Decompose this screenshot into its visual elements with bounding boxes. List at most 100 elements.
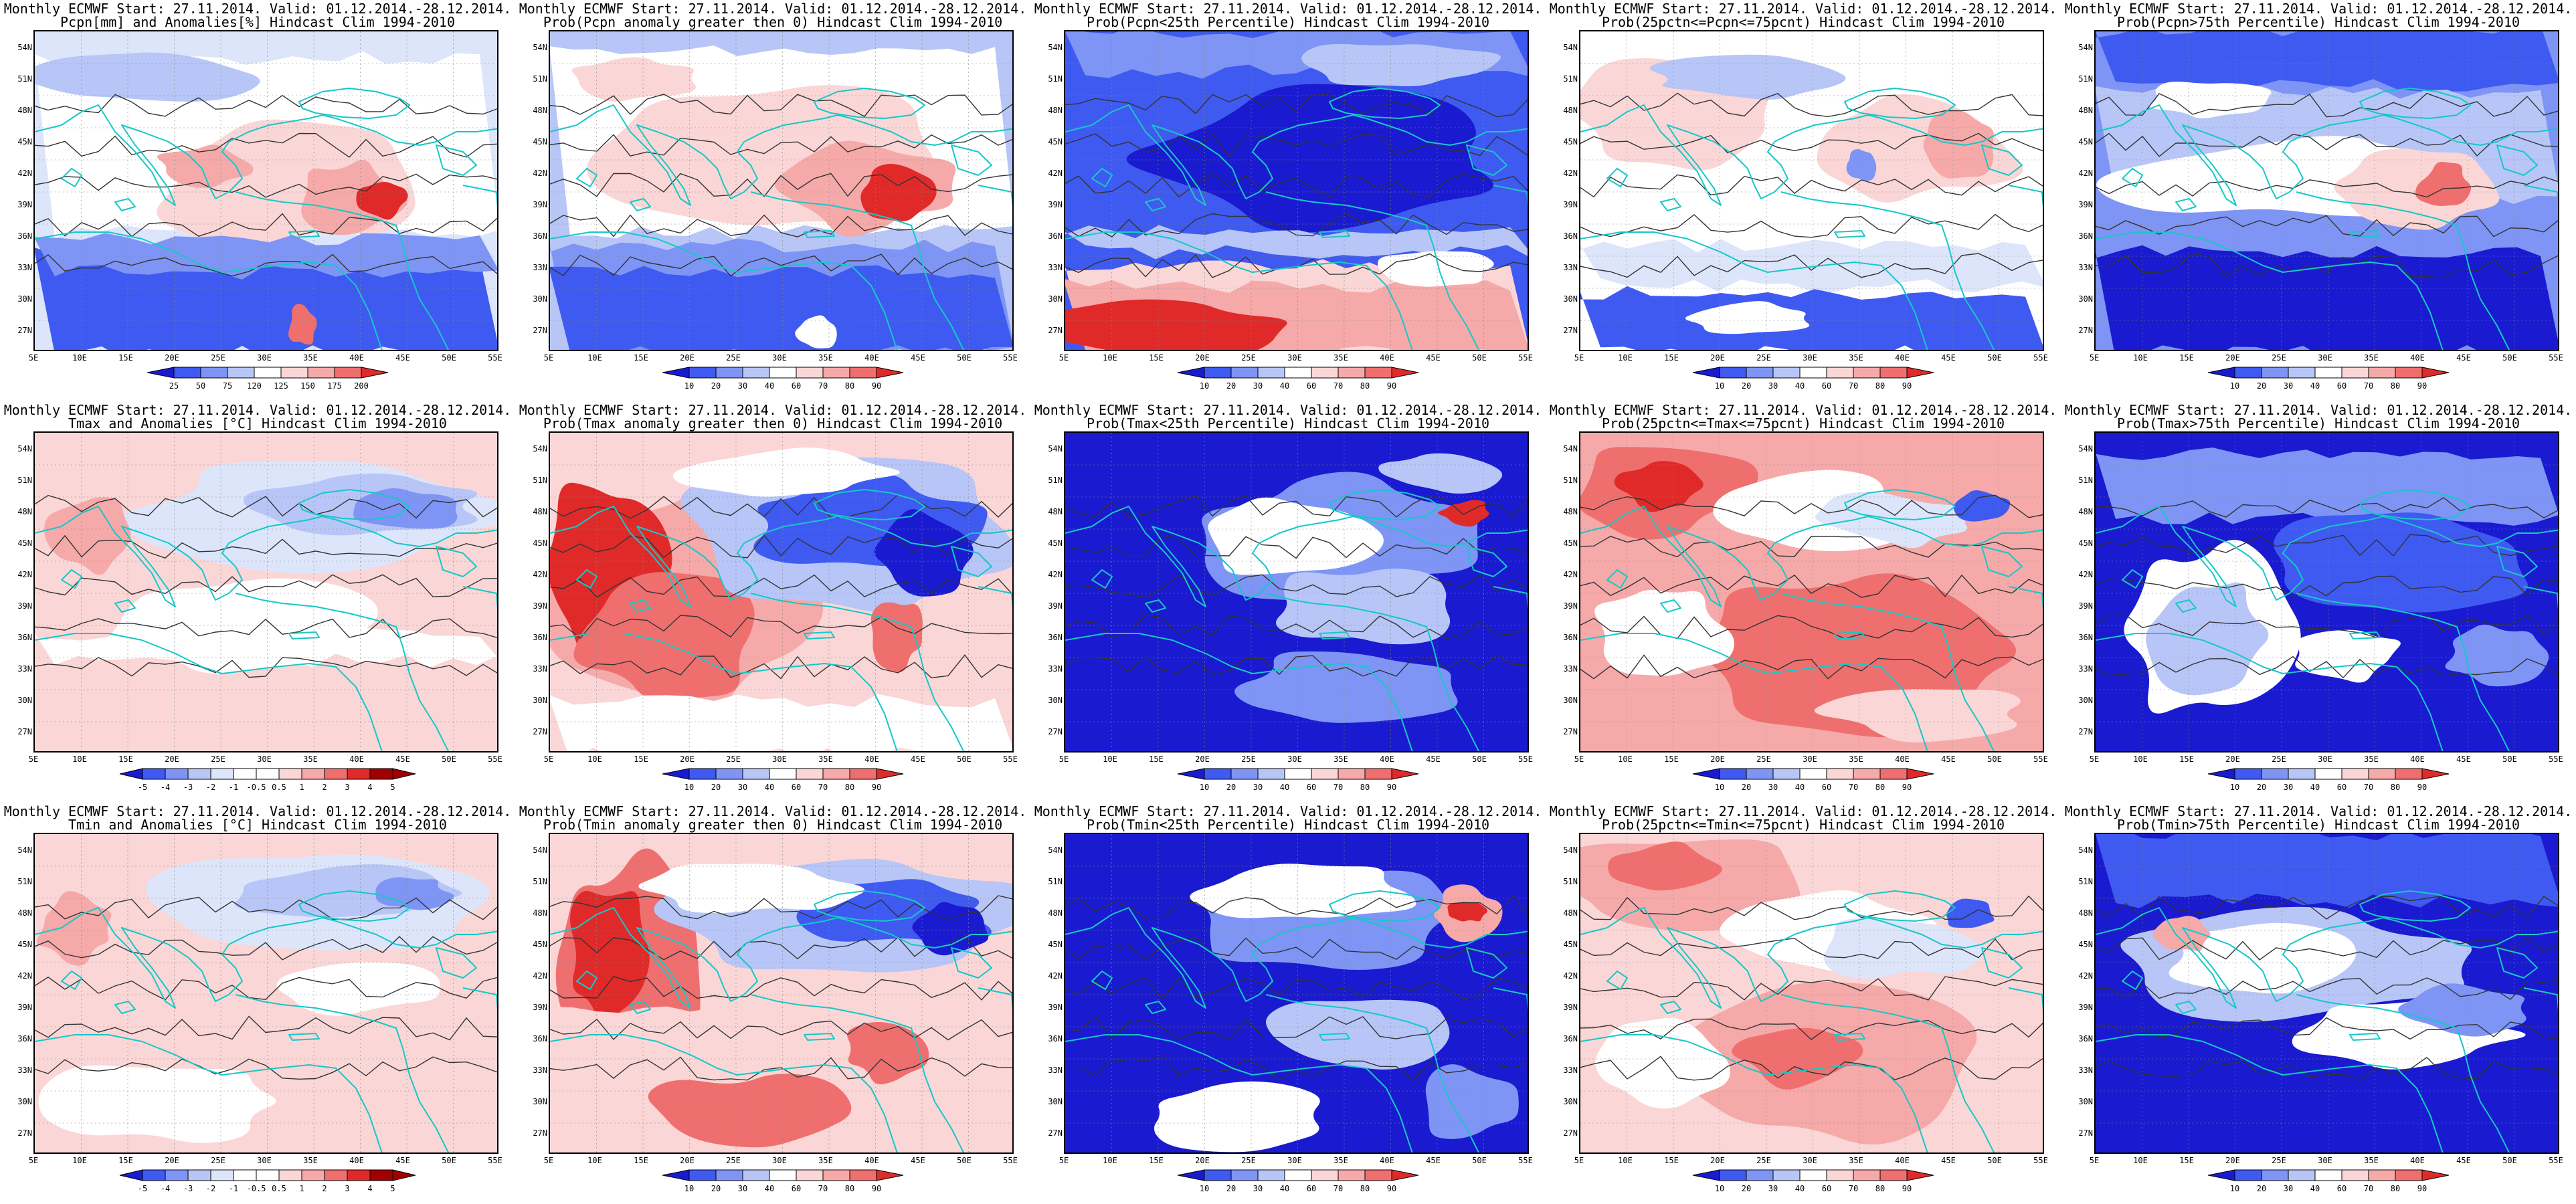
- latitude-label: 42N: [17, 971, 32, 981]
- colorbar-swatch: [876, 367, 904, 379]
- colorbar-swatch: [1204, 367, 1232, 379]
- colorbar-label: -2: [205, 1184, 216, 1193]
- shaded-region: [1946, 898, 1995, 928]
- latitude-label: 51N: [17, 74, 32, 84]
- coastline: [436, 144, 477, 176]
- colorbar-label: 60: [2336, 1184, 2347, 1193]
- colorbar-label: 40: [1795, 783, 1805, 792]
- shaded-region: [638, 864, 865, 914]
- panel-title-line2: Prob(25pctn<=Tmax<=75pcnt) Hindcast Clim…: [1601, 415, 2005, 431]
- colorbar-label: 80: [1875, 381, 1885, 391]
- colorbar-label: 70: [818, 783, 828, 792]
- colorbar-swatch: [278, 1169, 302, 1181]
- latitude-label: 36N: [533, 1034, 547, 1043]
- colorbar-label: 40: [1279, 381, 1290, 391]
- colorbar-label: 60: [2336, 381, 2347, 391]
- longitude-label: 50E: [1987, 1156, 2002, 1165]
- coastline: [61, 569, 82, 589]
- latitude-label: 39N: [1563, 1003, 1578, 1012]
- colorbar-swatch: [2234, 1169, 2262, 1181]
- longitude-label: 25E: [1756, 1156, 1771, 1165]
- colorbar-swatch: [2207, 367, 2235, 379]
- coastline: [2175, 1001, 2197, 1014]
- colorbar-label: 60: [1306, 1184, 1317, 1193]
- coastline: [1780, 191, 1995, 350]
- colorbar-label: 40: [2310, 381, 2320, 391]
- colorbar-label: 25: [169, 381, 179, 391]
- colorbar-label: 40: [1795, 381, 1805, 391]
- colorbar-swatch: [1692, 1169, 1720, 1181]
- coastline: [1319, 230, 1350, 238]
- coastline: [630, 198, 651, 211]
- coastline: [288, 230, 320, 238]
- colorbar-label: 60: [1306, 381, 1317, 391]
- map-panel: Monthly ECMWF Start: 27.11.2014. Valid: …: [0, 401, 515, 803]
- latitude-label: 27N: [1563, 1128, 1578, 1138]
- longitude-label: 30E: [772, 1156, 787, 1165]
- longitude-label: 10E: [72, 353, 87, 363]
- coastline: [1259, 917, 1528, 948]
- colorbar-swatch: [662, 768, 690, 780]
- contour-line: [1580, 1018, 2043, 1041]
- latitude-label: 45N: [533, 137, 547, 146]
- colorbar-swatch: [1826, 367, 1854, 379]
- latitude-label: 42N: [2078, 971, 2093, 981]
- shaded-region: [2415, 161, 2472, 206]
- colorbar-label: 150: [300, 381, 315, 391]
- latitude-label: 27N: [1048, 1128, 1063, 1138]
- colorbar-swatch: [2421, 768, 2450, 780]
- colorbar-swatch: [1364, 1169, 1392, 1181]
- latitude-label: 48N: [1048, 908, 1063, 918]
- panel-title-line1: Monthly ECMWF Start: 27.11.2014. Valid: …: [1034, 803, 1542, 819]
- coastline: [2122, 971, 2143, 990]
- contour-line: [1580, 494, 2043, 518]
- latitude-label: 51N: [1048, 74, 1063, 84]
- colorbar-swatch: [301, 768, 325, 780]
- map-area: [549, 833, 1014, 1154]
- shaded-region: [38, 1065, 276, 1143]
- colorbar-swatch: [280, 367, 308, 379]
- latitude-label: 48N: [17, 908, 32, 918]
- colorbar-label: 175: [327, 381, 342, 391]
- map-panel: Monthly ECMWF Start: 27.11.2014. Valid: …: [1030, 401, 1546, 803]
- longitude-label: 55E: [2033, 1156, 2048, 1165]
- latitude-label: 33N: [1563, 664, 1578, 674]
- longitude-label: 55E: [2549, 1156, 2563, 1165]
- colorbar-label: 20: [1741, 381, 1752, 391]
- colorbar-swatch: [233, 1169, 257, 1181]
- latitude-label: 45N: [1563, 538, 1578, 548]
- colorbar-swatch: [1692, 768, 1720, 780]
- longitude-label: 35E: [1333, 1156, 1348, 1165]
- coastline: [462, 185, 497, 209]
- longitude-label: 10E: [2133, 755, 2148, 764]
- coastline: [1580, 633, 1928, 751]
- colorbar-label: 3: [345, 1184, 350, 1193]
- latitude-label: 33N: [17, 1066, 32, 1075]
- longitude-label: 15E: [634, 353, 648, 363]
- coastline: [550, 907, 758, 1009]
- longitude-label: 25E: [2272, 353, 2286, 363]
- colorbar-label: 20: [711, 1184, 721, 1193]
- colorbar-swatch: [1879, 367, 1908, 379]
- coastline: [228, 114, 497, 146]
- colorbar-label: 70: [818, 1184, 828, 1193]
- longitude-label: 55E: [1003, 755, 1018, 764]
- colorbar-label: 90: [1902, 783, 1912, 792]
- longitude-label: 40E: [864, 755, 879, 764]
- coastline: [1660, 1001, 1681, 1014]
- longitude-label: 40E: [2410, 353, 2425, 363]
- latitude-label: 48N: [1048, 106, 1063, 115]
- coastline: [1493, 185, 1528, 209]
- coastline: [1329, 88, 1441, 119]
- shaded-region: [1824, 918, 1985, 979]
- colorbar-swatch: [1799, 367, 1827, 379]
- latitude-label: 45N: [1563, 940, 1578, 949]
- longitude-label: 5E: [543, 1156, 554, 1165]
- panel-title-line1: Monthly ECMWF Start: 27.11.2014. Valid: …: [1549, 1, 2057, 17]
- colorbar-swatch: [361, 367, 389, 379]
- longitude-label: 30E: [1287, 1156, 1302, 1165]
- map-area: [2094, 833, 2559, 1154]
- colorbar-label: 50: [195, 381, 206, 391]
- map-area: [33, 30, 498, 351]
- coastline: [1065, 633, 1413, 751]
